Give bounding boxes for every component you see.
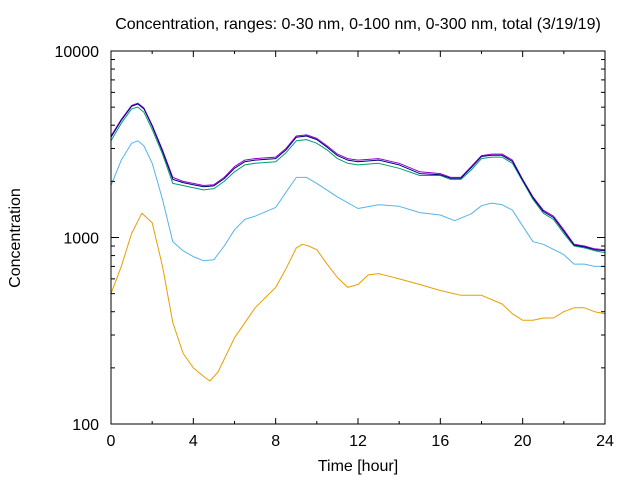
series-line-4 [110, 102, 606, 251]
y-tick-label: 1000 [63, 231, 99, 248]
plot-frame [110, 50, 606, 425]
y-tick-label: 100 [72, 417, 99, 434]
tick-layer: 0 4 8 12 16 20 24 100 1000 10000 [55, 44, 615, 450]
chart-title: Concentration, ranges: 0-30 nm, 0-100 nm… [115, 16, 601, 33]
x-tick-label: 20 [514, 433, 532, 450]
series-line-3 [110, 106, 606, 254]
x-tick-label: 16 [431, 433, 449, 450]
x-tick-label: 24 [596, 433, 614, 450]
series-line-2 [110, 140, 605, 267]
series-line-1 [110, 212, 606, 382]
x-axis-label: Time [hour] [318, 458, 398, 475]
x-tick-label: 12 [349, 433, 367, 450]
series-line-5 [110, 103, 606, 252]
y-axis-label: Concentration [7, 188, 24, 288]
x-tick-label: 0 [107, 433, 116, 450]
x-tick-label: 4 [189, 433, 198, 450]
series-layer [110, 102, 606, 382]
x-tick-label: 8 [271, 433, 280, 450]
y-tick-label: 10000 [55, 44, 100, 61]
